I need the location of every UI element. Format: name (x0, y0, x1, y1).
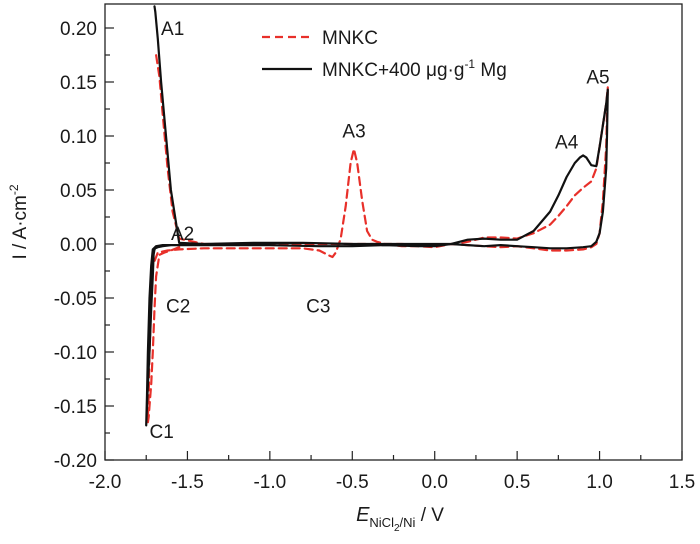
y-tick-label: -0.05 (54, 289, 97, 310)
series-group (145, 5, 609, 427)
peak-label-a5: A5 (586, 68, 609, 89)
x-tick-label: -1.0 (253, 472, 286, 493)
x-axis-title-unit: / V (415, 505, 444, 526)
peak-annotations: A1 A2 A3 A4 A5 C1 C2 C3 (150, 19, 610, 443)
y-tick-label: 0.05 (60, 181, 97, 202)
x-axis-title: ENiCl2/Ni / V (356, 504, 444, 534)
x-tick-label: -1.5 (171, 472, 204, 493)
y-tick-label: -0.10 (54, 343, 97, 364)
legend-label-suffix: Mg (475, 60, 507, 81)
y-axis-ticks: -0.20 -0.15 -0.10 -0.05 0.00 0.05 0.10 0.15 0.20 (54, 19, 114, 472)
x-axis-title-subscript-c: /Ni (400, 515, 416, 530)
peak-label-c1: C1 (150, 422, 174, 443)
peak-label-a1: A1 (161, 19, 184, 40)
y-axis-title: I / A·cm-2 (7, 184, 31, 259)
peak-label-c3: C3 (306, 297, 330, 318)
legend-label-main: MNKC+400 μg·g (322, 60, 464, 81)
peak-label-a4: A4 (555, 132, 579, 153)
x-tick-label: -2.0 (89, 472, 122, 493)
y-tick-label: -0.20 (54, 451, 97, 472)
x-tick-label: 1.0 (586, 472, 612, 493)
x-axis-ticks: -2.0 -1.5 -1.0 -0.5 0.0 0.5 1.0 1.5 (89, 451, 695, 493)
y-tick-label: 0.20 (60, 19, 97, 40)
x-tick-label: 1.5 (669, 472, 695, 493)
legend-label-superscript: -1 (464, 57, 475, 71)
peak-label-c2: C2 (166, 297, 190, 318)
x-axis-title-symbol: E (356, 504, 370, 526)
x-tick-label: 0.5 (504, 472, 530, 493)
peak-label-a2: A2 (171, 224, 194, 245)
x-tick-label: 0.0 (422, 472, 448, 493)
y-axis-title-main: I / A·cm (10, 195, 31, 259)
x-axis-title-subscript-b: 2 (394, 523, 400, 534)
x-tick-label: -0.5 (336, 472, 369, 493)
series-line-mnkc (146, 50, 609, 424)
legend: MNKC MNKC+400 μg·g-1 Mg (262, 28, 507, 81)
y-tick-label: 0.00 (60, 235, 97, 256)
y-axis-title-superscript: -2 (7, 184, 21, 195)
x-axis-title-subscript-a: NiCl (369, 515, 394, 530)
y-tick-label: 0.10 (60, 127, 97, 148)
y-tick-label: -0.15 (54, 397, 97, 418)
peak-label-a3: A3 (342, 122, 365, 143)
y-tick-label: 0.15 (60, 73, 97, 94)
legend-label-mnkc-mg: MNKC+400 μg·g-1 Mg (322, 57, 507, 81)
legend-label-mnkc: MNKC (322, 28, 378, 49)
series-line-mnkc-mg (145, 5, 609, 427)
